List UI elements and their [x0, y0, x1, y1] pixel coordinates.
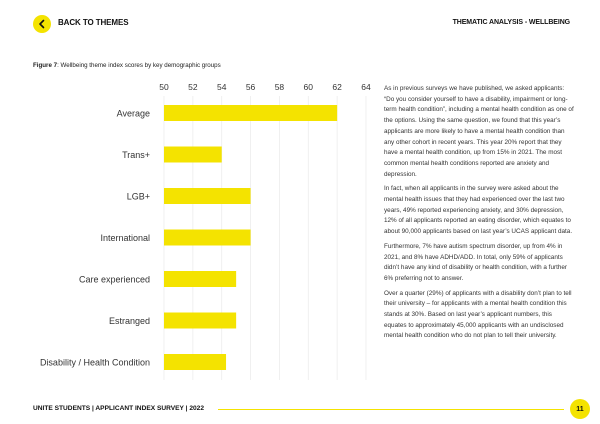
x-tick-label: 62	[332, 82, 342, 92]
bar	[164, 105, 338, 121]
figure-caption-text: : Wellbeing theme index scores by key de…	[57, 62, 221, 69]
page-number: 11	[570, 399, 590, 419]
footer-divider	[218, 409, 564, 410]
x-tick-label: 64	[361, 82, 371, 92]
bar	[164, 271, 237, 287]
body-paragraph: Over a quarter (29%) of applicants with …	[384, 289, 572, 340]
back-button[interactable]	[33, 15, 51, 33]
category-label: Disability / Health Condition	[40, 358, 150, 368]
x-tick-label: 52	[188, 82, 198, 92]
x-tick-label: 50	[159, 82, 169, 92]
bar	[164, 229, 251, 246]
bar	[164, 312, 237, 329]
x-tick-label: 54	[217, 82, 227, 92]
x-tick-label: 56	[246, 82, 256, 92]
category-label: Estranged	[109, 316, 150, 326]
bar	[164, 188, 251, 204]
body-paragraph: In fact, when all applicants in the surv…	[384, 185, 573, 236]
chevron-left-icon	[39, 19, 45, 29]
category-label: International	[100, 233, 150, 243]
section-title: THEMATIC ANALYSIS - WELLBEING	[452, 19, 571, 26]
figure-caption: Figure 7: Wellbeing theme index scores b…	[33, 62, 221, 69]
x-tick-label: 58	[275, 82, 285, 92]
body-paragraph: Furthermore, 7% have autism spectrum dis…	[384, 242, 568, 282]
footer-text: UNITE STUDENTS | APPLICANT INDEX SURVEY …	[33, 405, 205, 412]
category-label: Care experienced	[79, 275, 150, 285]
bar	[164, 354, 227, 370]
figure-number: Figure 7	[33, 62, 58, 69]
bar	[164, 146, 222, 163]
body-paragraph: As in previous surveys we have published…	[384, 85, 574, 178]
back-to-themes-link[interactable]: BACK TO THEMES	[58, 18, 129, 27]
category-label: Trans+	[122, 150, 150, 160]
bar-chart: 50 52 54 56 58 60 62 64 Average Trans+ LGB+ Interna…	[40, 82, 371, 380]
body-text: As in previous surveys we have published…	[384, 84, 576, 346]
category-label: LGB+	[127, 192, 150, 202]
x-tick-label: 60	[304, 82, 314, 92]
category-label: Average	[117, 109, 150, 119]
